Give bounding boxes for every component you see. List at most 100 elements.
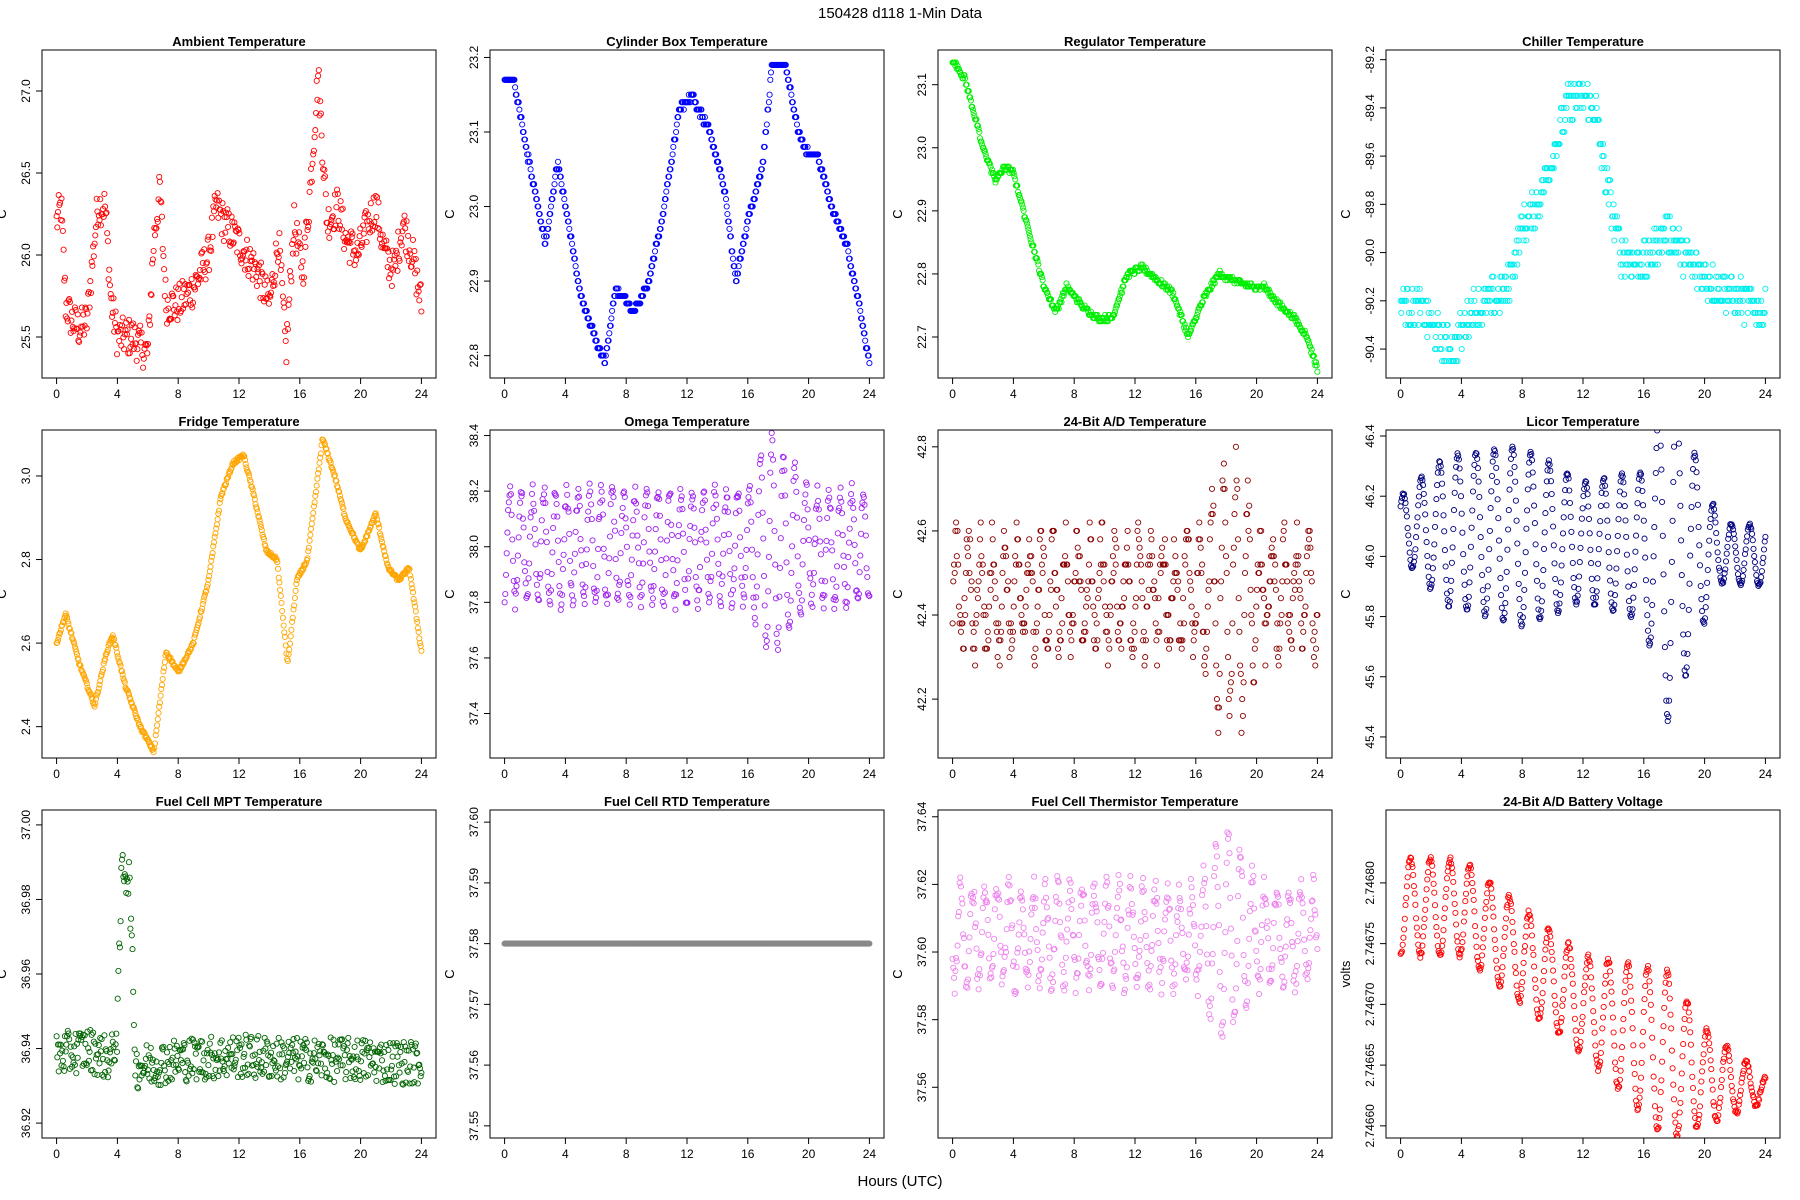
data-point <box>1462 333 1470 341</box>
data-point <box>815 151 822 158</box>
data-point <box>1589 587 1596 594</box>
panel-title: Cylinder Box Temperature <box>606 34 768 49</box>
data-point <box>855 595 862 602</box>
data-point <box>1310 654 1317 661</box>
data-point <box>1140 628 1147 635</box>
data-point <box>358 243 365 250</box>
data-point <box>1028 553 1035 560</box>
data-point <box>1562 487 1569 494</box>
data-point <box>1488 488 1495 495</box>
data-point <box>1479 587 1486 594</box>
x-tick-label: 12 <box>232 387 246 401</box>
data-point <box>1297 324 1304 331</box>
data-point <box>186 281 193 288</box>
data-point <box>691 524 698 531</box>
data-point <box>643 485 650 493</box>
data-point <box>1085 308 1092 315</box>
data-point <box>1597 141 1604 148</box>
data-point <box>838 498 845 505</box>
data-point <box>392 1043 399 1050</box>
data-point <box>196 274 203 281</box>
data-point <box>379 231 386 238</box>
data-point <box>593 587 600 594</box>
data-point <box>506 492 513 499</box>
x-tick-label: 20 <box>1698 767 1712 781</box>
data-point <box>1576 573 1583 580</box>
data-point <box>1054 645 1062 652</box>
data-point <box>1302 603 1309 610</box>
data-point <box>1293 315 1300 322</box>
data-point <box>766 517 773 525</box>
data-point <box>1241 611 1248 619</box>
data-point <box>660 590 667 597</box>
data-point <box>132 1072 139 1079</box>
data-point <box>547 601 554 608</box>
data-point <box>311 134 318 141</box>
data-point <box>715 570 723 577</box>
data-point <box>824 188 831 195</box>
data-point <box>621 493 628 501</box>
data-point <box>1607 189 1614 196</box>
data-point <box>53 213 60 220</box>
data-point <box>526 560 533 567</box>
data-point <box>1090 603 1097 610</box>
data-point <box>1493 478 1500 485</box>
data-point <box>608 315 615 322</box>
data-point <box>290 1036 297 1043</box>
data-point <box>349 230 356 237</box>
data-point <box>540 491 548 498</box>
x-tick-label: 16 <box>1637 767 1651 781</box>
data-point <box>583 546 590 553</box>
data-point <box>664 181 671 188</box>
data-point <box>706 594 713 601</box>
data-point <box>1519 614 1526 621</box>
data-point <box>569 592 576 599</box>
data-point <box>651 548 659 555</box>
data-point <box>796 128 803 136</box>
data-point <box>1524 225 1531 232</box>
data-point <box>640 560 647 567</box>
data-point <box>239 252 246 259</box>
data-point <box>1675 225 1682 232</box>
data-point <box>637 604 645 611</box>
data-point <box>149 256 156 263</box>
chart-panel: Fuel Cell MPT TemperatureC0481216202436.… <box>0 794 437 1161</box>
data-point <box>213 525 220 532</box>
data-point <box>666 173 673 180</box>
data-point <box>1018 198 1025 205</box>
data-point <box>1000 553 1007 560</box>
data-point <box>331 1078 338 1085</box>
data-point <box>288 1058 295 1065</box>
data-point <box>1513 517 1520 524</box>
data-point <box>109 309 116 316</box>
y-tick-label: 23.0 <box>467 195 481 219</box>
data-point <box>866 592 873 600</box>
data-point <box>1728 273 1735 280</box>
data-point <box>1692 452 1699 459</box>
data-point <box>809 603 816 610</box>
data-point <box>1588 560 1595 567</box>
data-point <box>1603 189 1610 196</box>
data-point <box>650 583 657 590</box>
data-point <box>841 233 848 240</box>
data-series <box>501 61 873 367</box>
data-point <box>347 239 354 246</box>
data-point <box>266 292 273 299</box>
data-point <box>979 569 986 577</box>
data-point <box>793 514 801 521</box>
data-point <box>512 606 519 613</box>
data-point <box>839 532 846 539</box>
data-point <box>1293 553 1300 560</box>
data-point <box>59 217 66 224</box>
data-point <box>1244 280 1251 287</box>
data-point <box>1272 561 1279 568</box>
data-point <box>1153 637 1160 644</box>
data-point <box>1584 491 1591 498</box>
data-point <box>360 230 367 237</box>
data-point <box>963 81 970 88</box>
data-point <box>385 1047 392 1054</box>
data-point <box>371 1048 379 1055</box>
data-point <box>770 482 777 489</box>
data-point <box>1305 340 1313 347</box>
data-point <box>1181 553 1188 560</box>
